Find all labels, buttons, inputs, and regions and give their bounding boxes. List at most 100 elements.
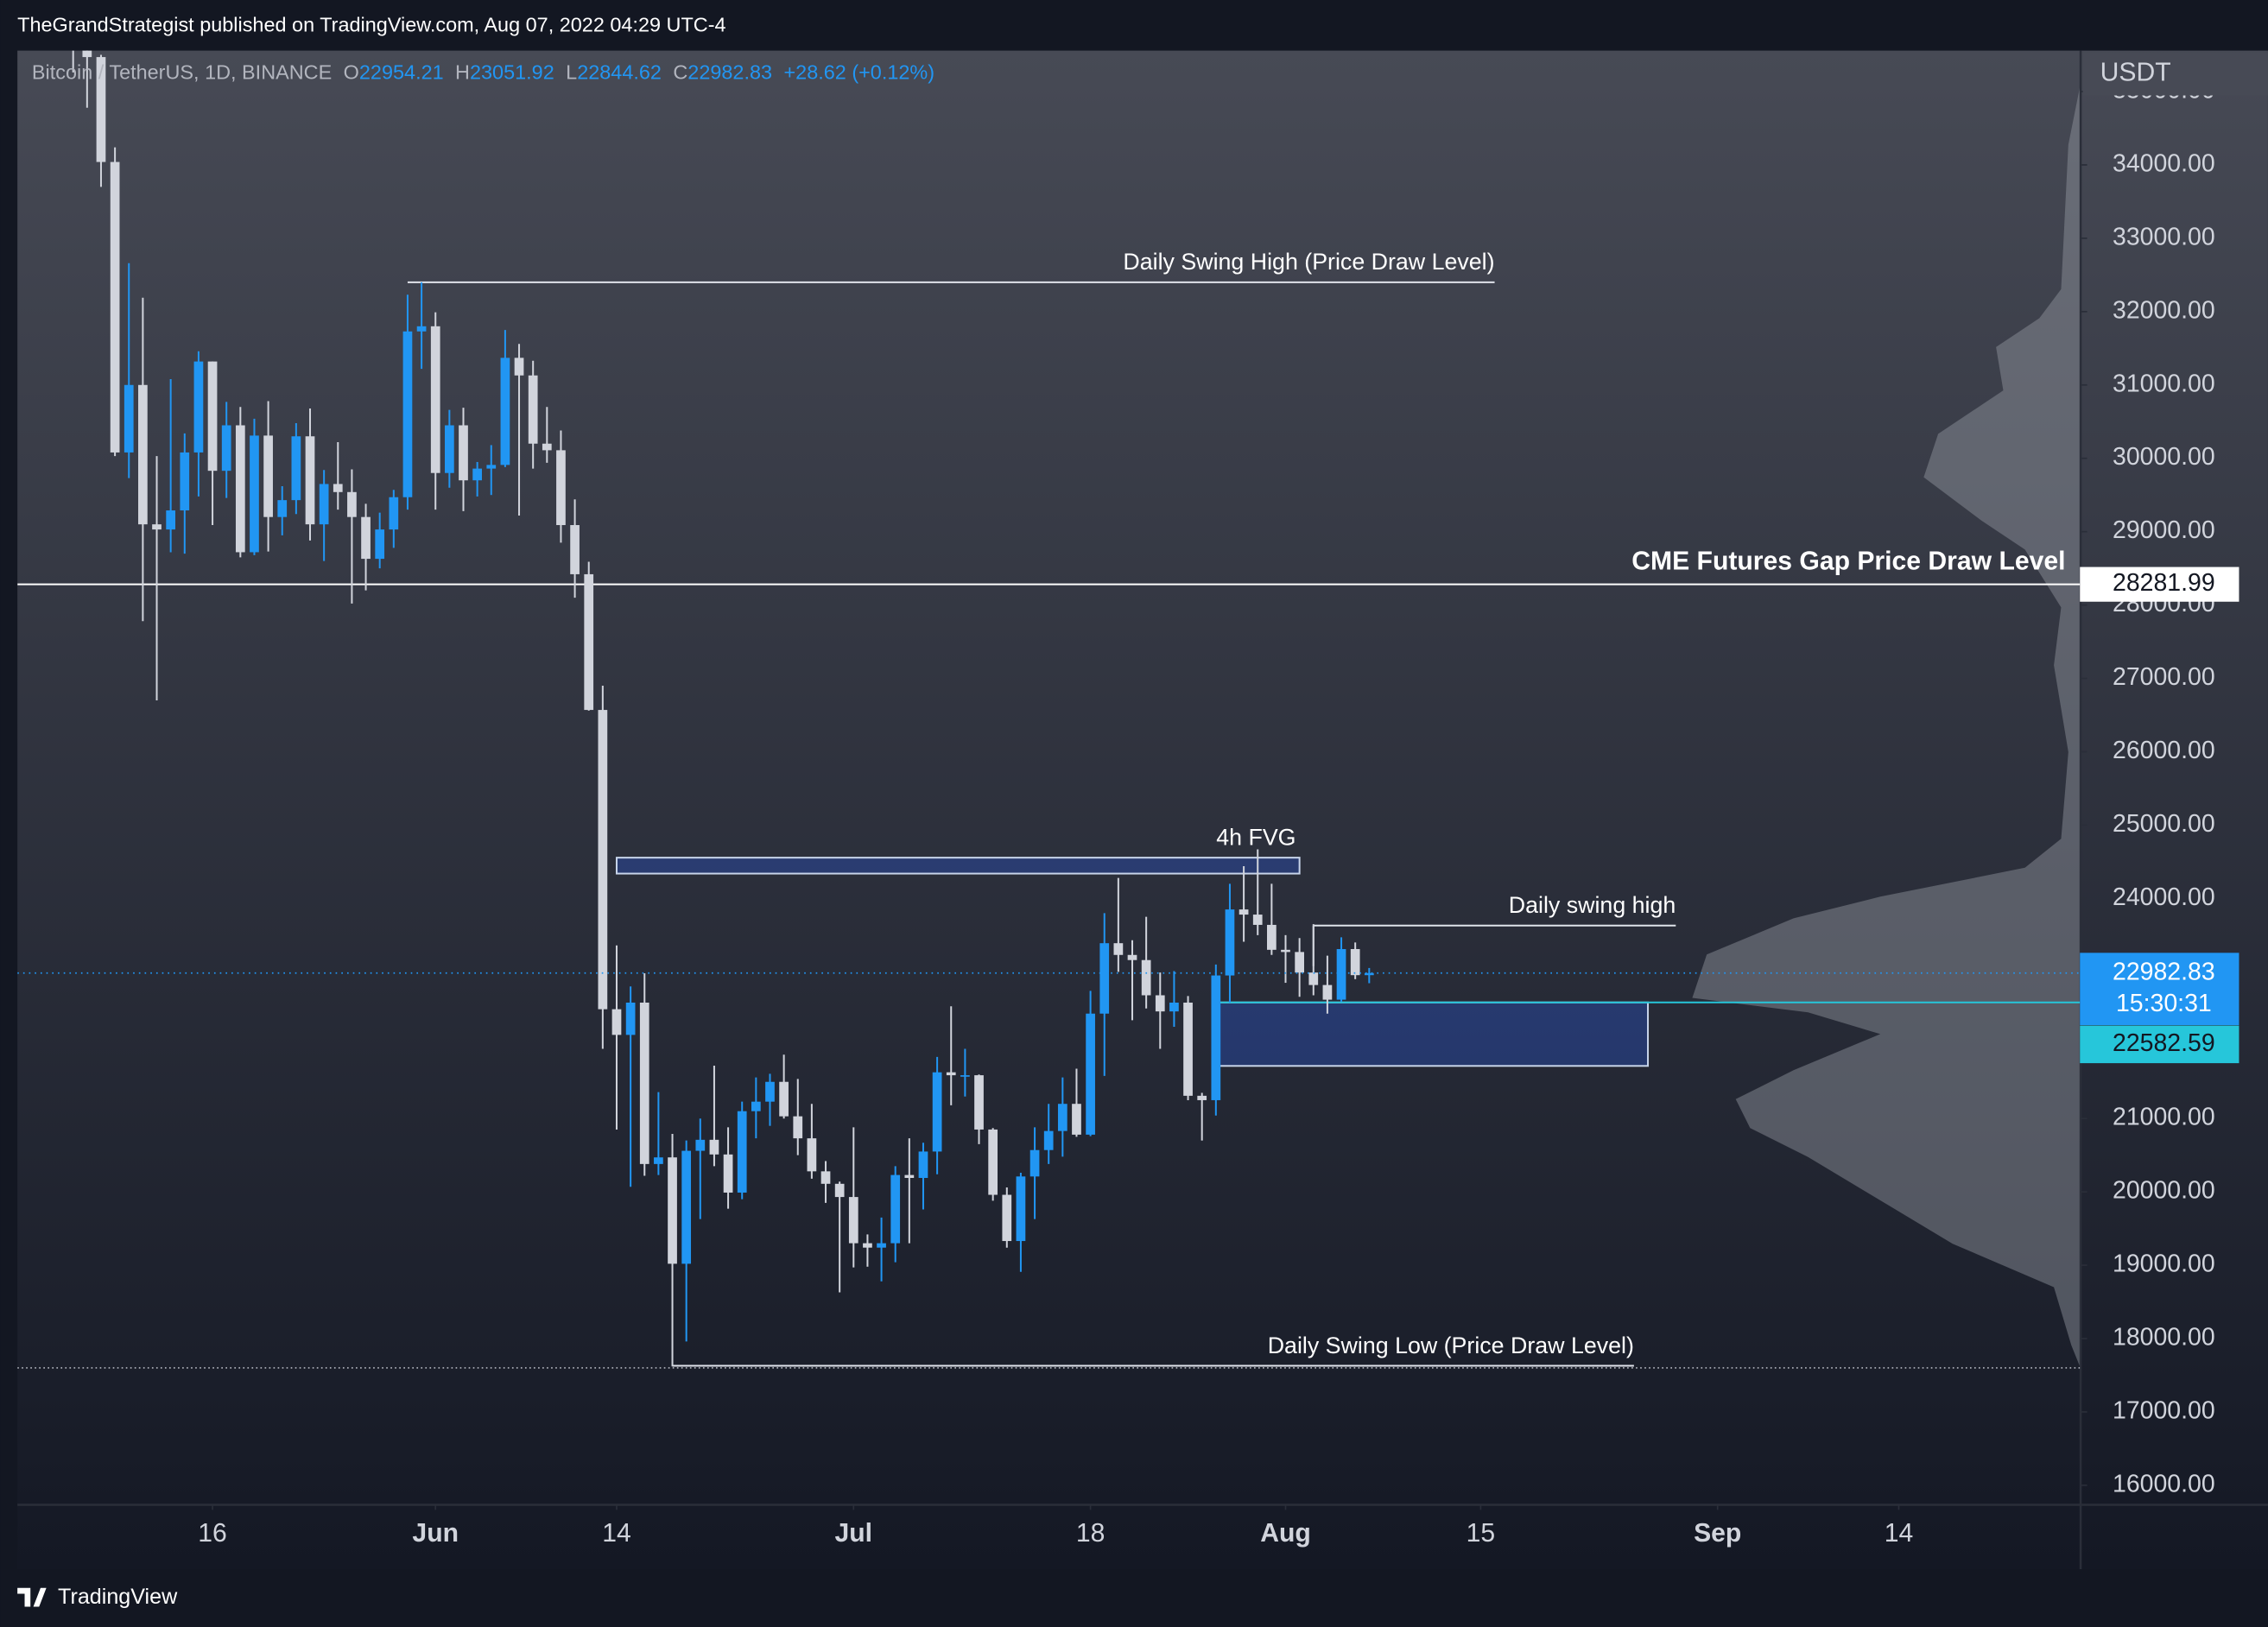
y-tick-label: 17000.00 — [2113, 1396, 2215, 1424]
candle-body — [500, 358, 510, 465]
y-tick-label: 25000.00 — [2113, 810, 2215, 838]
candle-body — [890, 1174, 901, 1244]
candle-body — [1267, 924, 1277, 950]
cme-price-tag — [2080, 567, 2239, 602]
candle-body — [1239, 909, 1249, 915]
candle-body — [207, 361, 218, 472]
candle-body — [765, 1081, 775, 1102]
last-price-tag — [2080, 953, 2239, 1026]
y-tick-label: 21000.00 — [2113, 1104, 2215, 1131]
y-tick-label: 26000.00 — [2113, 737, 2215, 764]
symbol: Bitcoin / TetherUS, 1D, BINANCE — [32, 61, 332, 84]
candle-body — [1225, 909, 1235, 976]
zone-price-tag — [2080, 1025, 2239, 1064]
y-tick-label: 20000.00 — [2113, 1177, 2215, 1205]
candle-body — [263, 435, 273, 517]
candle-body — [584, 573, 594, 711]
candle-body — [1141, 959, 1151, 996]
candle-body — [709, 1139, 719, 1155]
candle-body — [1043, 1130, 1054, 1150]
level-label: Daily swing high — [1509, 892, 1676, 918]
y-tick-label: 34000.00 — [2113, 149, 2215, 177]
candle-body — [1113, 943, 1124, 955]
candle-body — [918, 1151, 928, 1179]
y-tick-label: 24000.00 — [2113, 883, 2215, 911]
candle-body — [807, 1138, 817, 1172]
ohlc-value: 22844.62 — [577, 61, 662, 84]
candle-body — [542, 443, 552, 451]
candle-body — [472, 468, 482, 481]
candle-body — [695, 1139, 706, 1151]
symbol-legend: Bitcoin / TetherUS, 1D, BINANCE O22954.21… — [32, 61, 934, 84]
candle-body — [528, 375, 538, 444]
candle-body — [375, 529, 385, 560]
candle-body — [625, 1002, 636, 1035]
candle-body — [556, 450, 566, 526]
candle-body — [347, 491, 357, 517]
candle-body — [1029, 1149, 1040, 1177]
candle-body — [1169, 1002, 1179, 1012]
candle-body — [1183, 1002, 1193, 1096]
candle-body — [110, 161, 120, 453]
candle-body — [291, 436, 301, 501]
candle-body — [793, 1116, 803, 1139]
candle-body — [1211, 975, 1221, 1100]
y-tick-label: 27000.00 — [2113, 663, 2215, 691]
candle-body — [904, 1174, 915, 1179]
candle-body — [152, 524, 162, 530]
change: +28.62 (+0.12%) — [783, 61, 934, 84]
currency: USDT — [2100, 58, 2171, 86]
candle-body — [611, 1009, 622, 1035]
x-tick-label: 15 — [1467, 1519, 1496, 1548]
candle-body — [988, 1129, 998, 1195]
candle-body — [1072, 1104, 1081, 1135]
candle-body — [319, 484, 329, 525]
candle-body — [430, 326, 440, 473]
candle-body — [1127, 954, 1137, 960]
candle-body — [402, 331, 413, 497]
candle-body — [654, 1157, 663, 1164]
zone — [1214, 1001, 1650, 1067]
y-tick-label: 33000.00 — [2113, 223, 2215, 250]
x-tick-label: Sep — [1694, 1519, 1741, 1548]
candle-body — [1364, 972, 1374, 976]
candle-body — [820, 1171, 831, 1184]
candle-body — [166, 510, 176, 530]
level-label: Daily Swing High (Price Draw Level) — [1123, 249, 1494, 275]
level-label: Daily Swing Low (Price Draw Level) — [1268, 1333, 1634, 1358]
candle-body — [668, 1157, 677, 1264]
candle-body — [124, 384, 134, 453]
candle-body — [1350, 948, 1360, 976]
y-tick-label: 32000.00 — [2113, 296, 2215, 324]
x-tick-label: Jul — [835, 1519, 873, 1548]
candle-body — [277, 500, 288, 517]
x-tick-label: 16 — [198, 1519, 227, 1548]
candle-body — [779, 1081, 789, 1117]
candle-body — [459, 425, 468, 481]
brand: TradingView — [58, 1585, 178, 1609]
candle-body — [751, 1101, 761, 1111]
y-tick-label: 16000.00 — [2113, 1470, 2215, 1497]
publisher-line: TheGrandStrategist published on TradingV… — [17, 13, 725, 35]
candle-body — [570, 525, 580, 574]
ohlc-value: 22982.83 — [687, 61, 772, 84]
x-tick-label: 14 — [1885, 1519, 1914, 1548]
candle-body — [723, 1154, 733, 1193]
candle-body — [1308, 972, 1319, 985]
cme-level-label: CME Futures Gap Price Draw Level — [1631, 548, 2065, 576]
candle-body — [1295, 952, 1304, 973]
candle-body — [1197, 1095, 1207, 1100]
candle-body — [598, 710, 608, 1010]
candle-body — [221, 425, 231, 472]
candle-body — [235, 425, 245, 553]
candle-body — [96, 57, 106, 162]
candle-body — [932, 1072, 942, 1152]
candle-body — [486, 465, 497, 469]
candle-body — [1336, 948, 1346, 1000]
tradingview-logo: TradingView — [17, 1585, 178, 1609]
ohlc-value: 22954.21 — [359, 61, 444, 84]
candle-body — [514, 358, 524, 376]
y-tick-label: 31000.00 — [2113, 370, 2215, 397]
candle-body — [974, 1075, 984, 1130]
candle-body — [416, 326, 427, 332]
